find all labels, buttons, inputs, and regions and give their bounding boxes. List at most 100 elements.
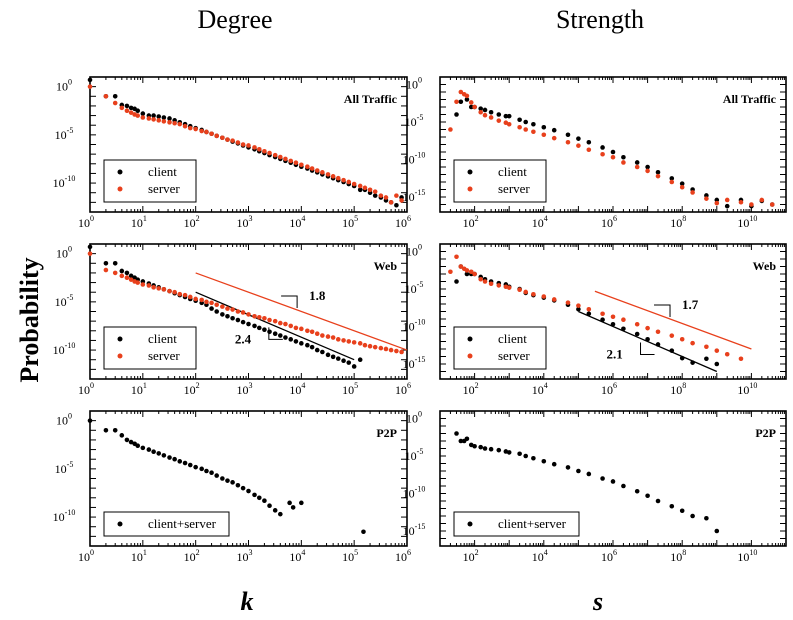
data-point [361, 529, 366, 535]
panel-title: All Traffic [344, 92, 398, 106]
y-tick-label: 100 [56, 412, 72, 428]
data-point [679, 184, 685, 190]
data-point [330, 174, 336, 179]
data-point [299, 326, 304, 332]
data-point [655, 169, 661, 175]
legend-marker [467, 353, 473, 359]
data-point [503, 113, 509, 119]
data-point [464, 436, 470, 442]
legend-marker [467, 521, 473, 527]
x-tick-label: 101 [131, 548, 147, 564]
data-point [283, 321, 288, 327]
data-point [140, 282, 146, 287]
data-point [262, 148, 267, 154]
data-point [531, 121, 536, 127]
data-point [103, 260, 109, 266]
legend-label: server [148, 348, 180, 363]
legend-marker [117, 336, 123, 342]
data-point [87, 244, 93, 250]
slope-label: 1.8 [309, 288, 326, 303]
x-tick-label: 108 [670, 214, 686, 230]
data-point [320, 333, 325, 338]
data-point [267, 503, 272, 509]
data-point [112, 100, 118, 106]
y-tick-label: 10-15 [403, 355, 426, 371]
data-point [655, 173, 661, 179]
data-point [517, 451, 522, 457]
x-tick-label: 106 [601, 548, 617, 564]
data-point [541, 132, 547, 138]
data-point [523, 119, 529, 125]
data-point [576, 303, 581, 308]
x-tick-label: 104 [289, 214, 305, 230]
x-tick-label: 104 [532, 214, 548, 230]
data-point [128, 110, 134, 115]
data-point [576, 136, 581, 141]
y-tick-label: 10-5 [405, 280, 424, 296]
data-point [394, 348, 399, 354]
data-point [541, 458, 547, 464]
data-point [645, 325, 650, 331]
data-point [235, 140, 241, 145]
data-point [140, 111, 146, 116]
data-point [468, 269, 474, 275]
y-tick-label: 100 [56, 78, 72, 94]
data-point [87, 251, 93, 256]
data-point [394, 202, 399, 208]
data-point [167, 120, 172, 125]
data-point [140, 115, 146, 120]
data-point [690, 360, 695, 365]
data-point [464, 271, 470, 277]
data-point [454, 431, 459, 436]
data-point [523, 127, 529, 132]
panel-title: P2P [376, 426, 397, 440]
y-tick-label: 10-5 [405, 113, 424, 129]
data-point [135, 443, 141, 449]
data-point [724, 203, 730, 209]
data-point [448, 269, 453, 275]
data-point [267, 329, 272, 335]
legend-box [453, 511, 580, 537]
fit-line [195, 291, 355, 361]
data-point [167, 116, 172, 121]
data-point [346, 360, 352, 365]
x-tick-label: 104 [532, 381, 548, 397]
data-point [506, 121, 512, 127]
x-tick-label: 108 [670, 381, 686, 397]
data-point [262, 315, 267, 321]
data-point [225, 313, 230, 319]
data-point [230, 315, 235, 321]
data-point [645, 168, 650, 174]
data-point [551, 135, 557, 141]
data-point [151, 117, 156, 122]
data-point [167, 455, 172, 460]
data-point [517, 124, 522, 130]
data-point [576, 143, 581, 148]
x-axis-title-k: k [241, 587, 254, 616]
data-point [690, 340, 695, 346]
y-tick-label: 100 [56, 245, 72, 261]
x-tick-label: 103 [237, 548, 253, 564]
data-point [357, 187, 363, 193]
series-server [448, 89, 775, 207]
legend-marker [467, 336, 473, 342]
data-point [288, 337, 294, 342]
data-point [135, 108, 141, 114]
fit-line [195, 272, 408, 351]
data-point [565, 139, 571, 145]
data-point [167, 288, 172, 294]
data-point [156, 114, 162, 119]
data-point [119, 268, 125, 274]
data-point [372, 193, 378, 198]
data-point [187, 294, 193, 300]
x-tick-label: 104 [289, 548, 305, 564]
data-point [679, 336, 685, 342]
data-point [252, 313, 257, 319]
data-point [230, 138, 235, 143]
data-point [262, 498, 267, 503]
x-tick-label: 100 [78, 214, 94, 230]
data-point [151, 113, 156, 118]
data-point [214, 133, 219, 139]
data-point [103, 267, 109, 273]
